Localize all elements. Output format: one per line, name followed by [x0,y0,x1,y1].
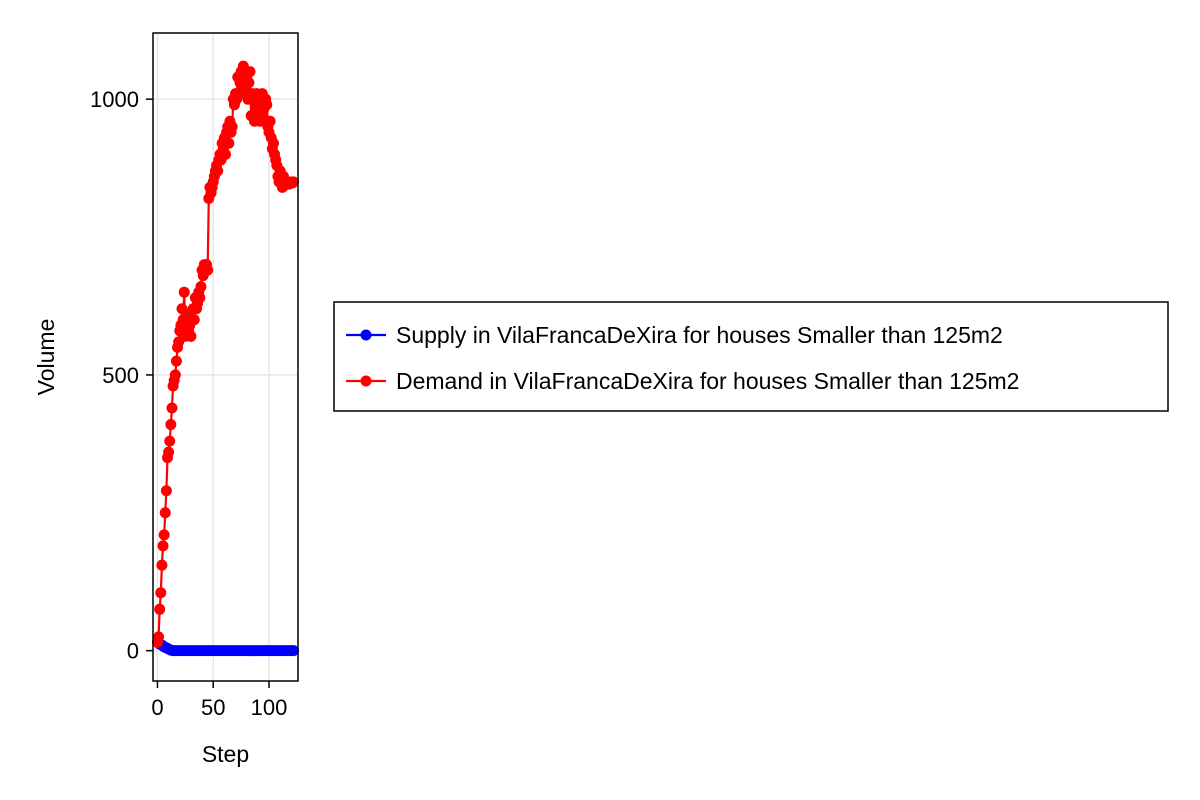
legend-entry: Demand in VilaFrancaDeXira for houses Sm… [346,368,1019,394]
legend-entry: Supply in VilaFrancaDeXira for houses Sm… [346,322,1003,348]
data-point [178,286,190,298]
x-tick-label: 0 [151,695,163,720]
data-point [288,176,300,188]
x-axis-title: Step [202,741,249,767]
legend-marker [360,375,372,387]
data-point [166,402,178,414]
data-point [264,115,276,127]
data-point [159,507,171,519]
data-point [195,281,207,293]
data-point [165,419,177,431]
data-point [163,446,175,458]
data-point [223,137,235,149]
y-tick-label: 0 [127,639,139,664]
data-point [156,559,168,571]
data-point [288,645,300,657]
y-tick-label: 1000 [90,87,139,112]
y-tick-label: 500 [102,363,139,388]
data-point [188,314,200,326]
series-layer [151,60,300,657]
legend-label: Demand in VilaFrancaDeXira for houses Sm… [396,368,1019,394]
data-point [202,264,214,276]
data-point [220,148,231,160]
series-0 [151,636,300,657]
data-point [261,99,273,111]
x-tick-label: 100 [251,695,288,720]
data-point [170,355,182,367]
x-tick-label: 50 [201,695,225,720]
data-point [185,330,197,342]
data-point [226,121,238,133]
data-point [160,485,172,497]
data-point [194,292,206,304]
data-point [154,603,166,615]
data-point [267,137,279,149]
data-point [164,435,176,447]
series-1 [151,60,300,648]
legend-box [333,301,1169,412]
legend-label: Supply in VilaFrancaDeXira for houses Sm… [396,322,1003,348]
data-point [157,540,169,552]
y-axis-title: Volume [33,319,59,396]
data-point [169,369,181,381]
legend: Supply in VilaFrancaDeXira for houses Sm… [333,301,1169,412]
data-point [243,77,255,89]
data-point [153,631,165,643]
legend-marker [360,329,372,341]
data-point [212,165,224,177]
data-point [158,529,170,541]
plot-frame [152,32,299,682]
data-point [155,587,167,599]
data-point [244,66,256,78]
